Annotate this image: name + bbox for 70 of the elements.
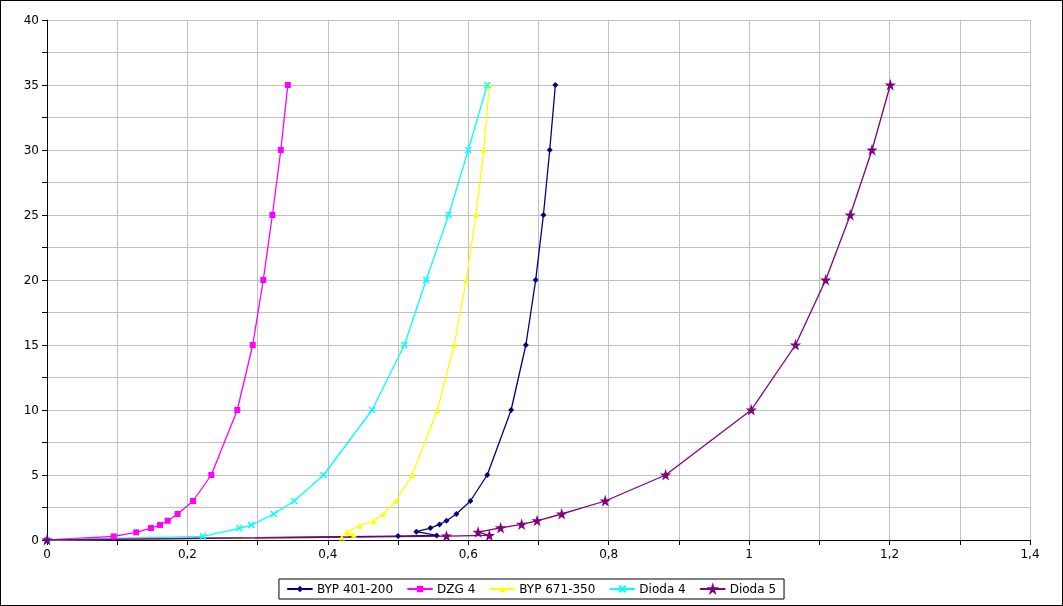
point (600, 496, 610, 506)
point (436, 521, 443, 528)
point (413, 528, 420, 535)
x-tick-label: 0,6 (458, 547, 478, 561)
x-tick-label: 0,4 (318, 547, 338, 561)
point (522, 342, 529, 348)
point (867, 145, 877, 155)
x-tick-label: 0,2 (177, 547, 197, 561)
point (284, 82, 291, 88)
y-tick-label: 25 (23, 208, 39, 222)
point (451, 342, 458, 348)
point (174, 511, 181, 517)
point (496, 523, 505, 533)
point (110, 533, 117, 540)
point (249, 342, 256, 348)
legend-label: DZG 4 (437, 582, 476, 596)
x-tick-label: 1,4 (1020, 547, 1040, 561)
legend-label: BYP 401-200 (316, 582, 394, 596)
point (434, 407, 441, 413)
point (484, 472, 491, 478)
y-tick-label: 30 (23, 143, 39, 157)
point (540, 212, 547, 218)
point (791, 340, 800, 350)
y-tick-label: 10 (23, 403, 39, 417)
point (234, 407, 241, 413)
point (395, 533, 402, 540)
point (463, 277, 470, 283)
x-tick-label: 1,2 (880, 547, 900, 561)
point (453, 511, 460, 517)
point (190, 498, 197, 504)
point (473, 527, 483, 537)
point (157, 522, 164, 529)
point (409, 472, 416, 478)
point (277, 147, 284, 153)
point (480, 147, 487, 153)
point (443, 517, 450, 524)
point (392, 498, 399, 504)
point (433, 532, 440, 539)
point (260, 277, 267, 283)
point (350, 531, 357, 538)
point (208, 472, 215, 478)
point (557, 509, 566, 519)
point (532, 277, 539, 283)
point (442, 531, 451, 541)
point (370, 518, 377, 525)
point (508, 407, 515, 413)
y-tick-label: 40 (23, 13, 39, 27)
point (546, 147, 553, 153)
y-tick-label: 0 (31, 533, 39, 547)
y-tick-label: 15 (23, 338, 39, 352)
legend-label: BYP 671-350 (519, 582, 596, 596)
legend-label: Dioda 4 (639, 582, 686, 596)
point (133, 529, 140, 536)
point (380, 511, 387, 517)
x-tick-label: 1 (745, 547, 753, 561)
x-tick-label: 0,8 (599, 547, 619, 561)
x-tick-label: 0 (43, 547, 51, 561)
point (269, 212, 276, 218)
y-tick-label: 20 (23, 273, 39, 287)
point (356, 522, 363, 529)
point (552, 82, 559, 88)
point (467, 498, 474, 504)
legend-label: Dioda 5 (729, 582, 777, 596)
point (473, 212, 480, 218)
y-tick-label: 5 (31, 468, 39, 482)
point (532, 516, 542, 526)
point (147, 525, 154, 532)
point (164, 517, 171, 524)
y-tick-label: 35 (23, 78, 39, 92)
point (427, 525, 434, 532)
